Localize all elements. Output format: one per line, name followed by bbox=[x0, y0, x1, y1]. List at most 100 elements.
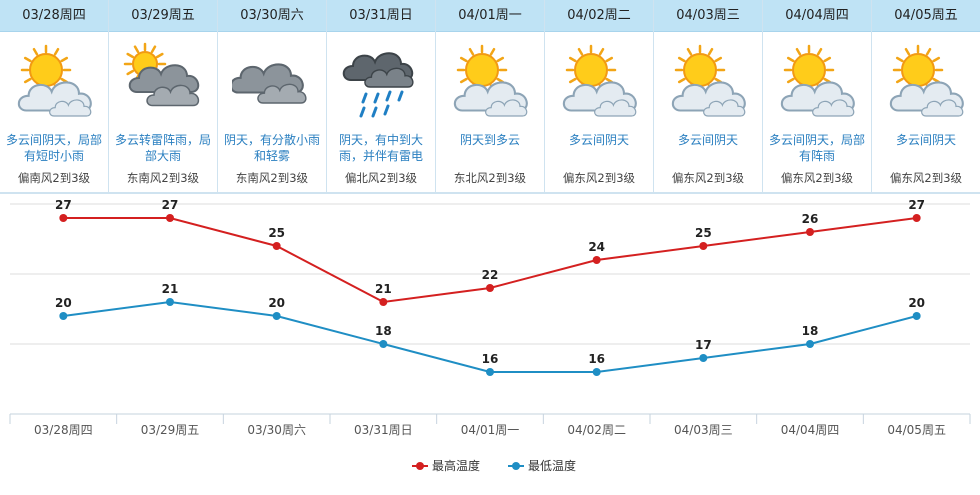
x-tick-label: 04/05周五 bbox=[887, 423, 946, 437]
partly-cloudy-icon bbox=[453, 44, 528, 117]
data-label: 18 bbox=[802, 324, 819, 338]
partly-cloudy-icon bbox=[17, 44, 92, 117]
partly-cloudy-icon bbox=[562, 44, 637, 117]
forecast-day: 04/05周五 多云间阴天偏东风2到3级 bbox=[872, 0, 980, 192]
data-point[interactable] bbox=[806, 340, 814, 348]
data-label: 20 bbox=[268, 296, 285, 310]
x-axis: 03/28周四 03/29周五 03/30周六 03/31周日 04/01周一 04/02… bbox=[9, 413, 971, 437]
forecast-strip: 03/28周四 多云间阴天，局部有短时小雨 偏南风2到3级 03/29周五 多云转雷… bbox=[0, 0, 980, 194]
forecast-day: 03/30周六 阴天，有分散小雨和轻雾东南风2到3级 bbox=[218, 0, 327, 192]
data-label: 16 bbox=[482, 352, 499, 366]
forecast-day: 04/01周一 阴天到多云 东北风2到3级 bbox=[436, 0, 545, 192]
thunder-shower-cloud-icon bbox=[123, 42, 200, 107]
legend-label: 最高温度 bbox=[432, 458, 480, 473]
data-point[interactable] bbox=[486, 284, 494, 292]
data-point[interactable] bbox=[912, 312, 921, 320]
forecast-wind: 偏北风2到3级 bbox=[344, 171, 418, 185]
data-label: 27 bbox=[908, 198, 925, 212]
forecast-date: 04/02周二 bbox=[545, 0, 653, 32]
data-label: 20 bbox=[908, 296, 925, 310]
legend: 最高温度 最低温度 bbox=[412, 458, 576, 473]
forecast-day: 03/29周五 多云转雷阵雨，局部大雨东南风2到3级 bbox=[109, 0, 218, 192]
forecast-date: 04/05周五 bbox=[872, 0, 980, 32]
data-point[interactable] bbox=[59, 214, 68, 222]
forecast-day: 03/28周四 多云间阴天，局部有短时小雨 偏南风2到3级 bbox=[0, 0, 109, 192]
forecast-day: 04/02周二 多云间阴天偏东风2到3级 bbox=[545, 0, 654, 192]
x-tick-label: 04/01周一 bbox=[461, 423, 520, 437]
forecast-wind: 东南风2到3级 bbox=[126, 171, 200, 185]
forecast-description: 多云转雷阵雨，局部大雨 bbox=[115, 133, 212, 163]
data-point[interactable] bbox=[912, 214, 921, 222]
forecast-description: 多云间阴天 bbox=[568, 133, 629, 147]
forecast-wind: 偏东风2到3级 bbox=[562, 171, 636, 185]
legend-item[interactable]: 最低温度 bbox=[508, 458, 576, 473]
forecast-description: 多云间阴天，局部有阵雨 bbox=[769, 133, 866, 163]
forecast-description: 多云间阴天 bbox=[895, 133, 956, 147]
data-point[interactable] bbox=[699, 354, 708, 362]
data-point[interactable] bbox=[166, 298, 174, 306]
forecast-date: 04/04周四 bbox=[763, 0, 871, 32]
series-high: 27 27 25 21 22 24 25 26 27 bbox=[55, 198, 925, 306]
legend-label: 最低温度 bbox=[528, 458, 576, 473]
data-label: 21 bbox=[375, 282, 392, 296]
data-point[interactable] bbox=[592, 256, 601, 264]
forecast-wind: 东南风2到3级 bbox=[235, 171, 309, 185]
data-point[interactable] bbox=[379, 298, 388, 306]
data-point[interactable] bbox=[272, 242, 281, 250]
x-tick-label: 04/04周四 bbox=[781, 423, 840, 437]
overcast-icon bbox=[232, 63, 307, 104]
data-point[interactable] bbox=[486, 368, 494, 376]
legend-item[interactable]: 最高温度 bbox=[412, 458, 480, 473]
data-label: 22 bbox=[482, 268, 499, 282]
forecast-wind: 偏东风2到3级 bbox=[889, 171, 963, 185]
forecast-wind: 偏东风2到3级 bbox=[780, 171, 854, 185]
data-point[interactable] bbox=[272, 312, 281, 320]
forecast-wind: 偏东风2到3级 bbox=[671, 171, 745, 185]
data-point[interactable] bbox=[379, 340, 388, 348]
forecast-description: 阴天，有中到大雨，并伴有雷电 bbox=[338, 133, 423, 163]
data-label: 27 bbox=[55, 198, 72, 212]
data-point[interactable] bbox=[592, 368, 601, 376]
legend-swatch-marker bbox=[512, 462, 520, 470]
forecast-description: 多云间阴天 bbox=[677, 133, 738, 147]
x-tick-label: 04/02周二 bbox=[567, 423, 626, 437]
series-low: 20 21 20 18 16 16 17 18 20 bbox=[55, 282, 925, 376]
legend-swatch-marker bbox=[416, 462, 424, 470]
x-tick-label: 03/30周六 bbox=[247, 423, 306, 437]
x-tick-label: 03/29周五 bbox=[141, 423, 200, 437]
partly-cloudy-icon bbox=[671, 44, 746, 117]
series-layer: 27 27 25 21 22 24 25 26 27 20 21 20 18 16 16 17 18 20 bbox=[55, 198, 925, 376]
data-label: 25 bbox=[268, 226, 285, 240]
data-label: 27 bbox=[162, 198, 179, 212]
forecast-day: 04/04周四 多云间阴天，局部有阵雨偏东风2到3级 bbox=[763, 0, 872, 192]
temperature-chart: 03/28周四 03/29周五 03/30周六 03/31周日 04/01周一 04/02… bbox=[9, 198, 971, 473]
data-point[interactable] bbox=[806, 228, 814, 236]
partly-cloudy-icon bbox=[889, 44, 964, 117]
forecast-date: 03/29周五 bbox=[109, 0, 217, 32]
x-tick-label: 03/28周四 bbox=[34, 423, 93, 437]
x-tick-label: 04/03周三 bbox=[674, 423, 733, 437]
forecast-date: 03/31周日 bbox=[327, 0, 435, 32]
forecast-date: 03/28周四 bbox=[0, 0, 108, 32]
forecast-wind: 偏南风2到3级 bbox=[17, 171, 91, 185]
data-label: 26 bbox=[802, 212, 819, 226]
forecast-date: 04/03周三 bbox=[654, 0, 762, 32]
data-label: 18 bbox=[375, 324, 392, 338]
partly-cloudy-icon bbox=[780, 44, 855, 117]
data-point[interactable] bbox=[59, 312, 68, 320]
data-label: 25 bbox=[695, 226, 712, 240]
data-label: 24 bbox=[588, 240, 605, 254]
x-tick-label: 03/31周日 bbox=[354, 423, 413, 437]
forecast-description: 阴天到多云 bbox=[459, 133, 520, 147]
forecast-description: 阴天，有分散小雨和轻雾 bbox=[224, 133, 321, 163]
data-point[interactable] bbox=[699, 242, 708, 250]
data-point[interactable] bbox=[166, 214, 174, 222]
data-label: 16 bbox=[588, 352, 605, 366]
forecast-day: 04/03周三 多云间阴天偏东风2到3级 bbox=[654, 0, 763, 192]
forecast-date: 03/30周六 bbox=[218, 0, 326, 32]
forecast-date: 04/01周一 bbox=[436, 0, 544, 32]
rain-icon bbox=[342, 52, 414, 118]
data-label: 20 bbox=[55, 296, 72, 310]
data-label: 17 bbox=[695, 338, 712, 352]
forecast-day: 03/31周日 阴天，有中到大雨，并伴有雷电偏北风2到3级 bbox=[327, 0, 436, 192]
